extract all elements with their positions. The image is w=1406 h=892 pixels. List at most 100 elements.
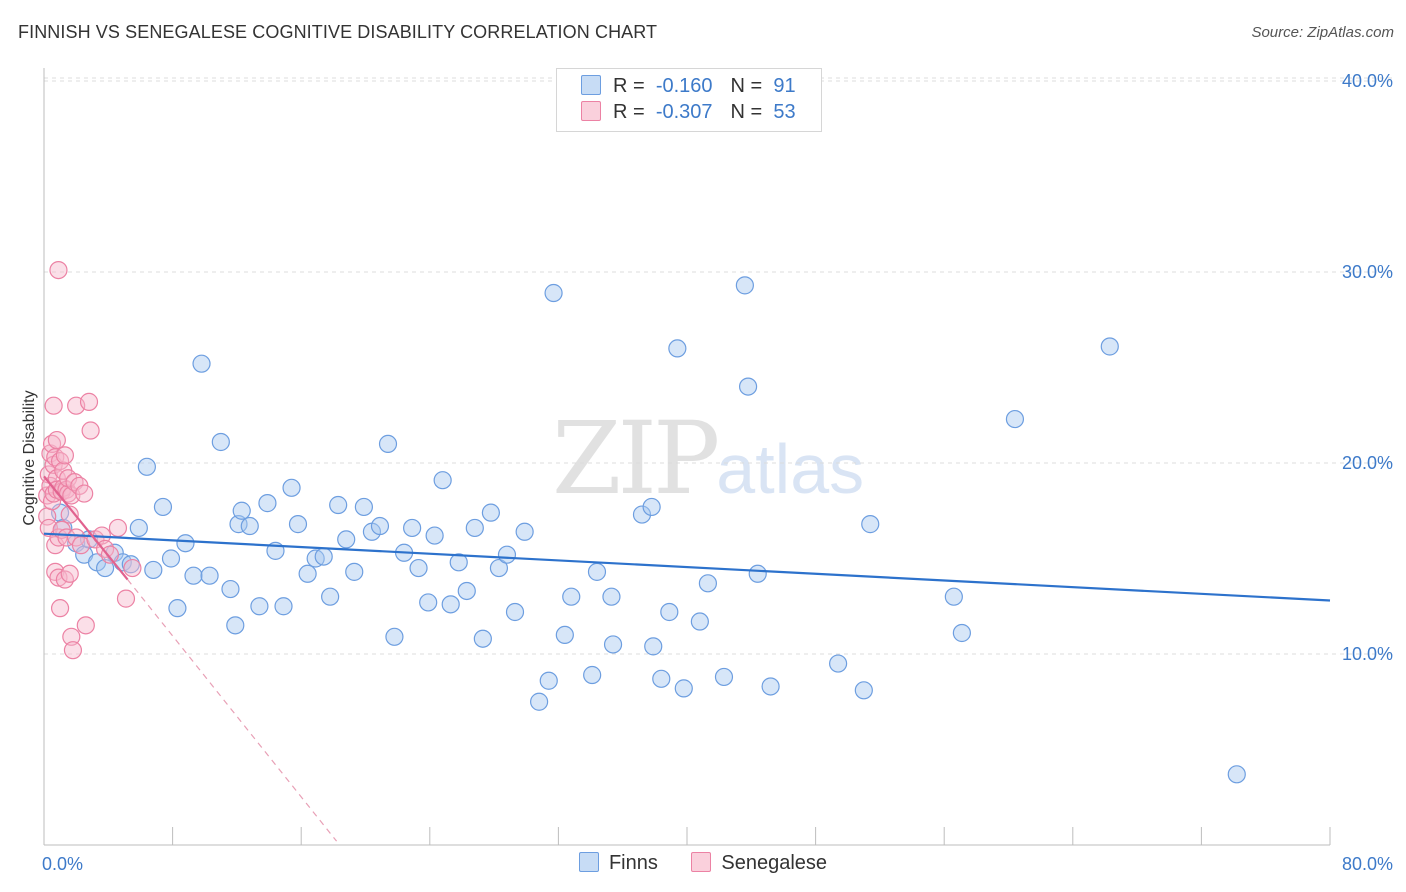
y-tick-label: 40.0% — [1342, 71, 1393, 91]
watermark-atlas: atlas — [716, 430, 865, 508]
finns-point — [250, 597, 269, 616]
finns-point — [481, 503, 500, 522]
trend-lines — [43, 475, 1331, 842]
legend-label-finns: Finns — [608, 852, 658, 874]
legend-r-label: R = — [613, 75, 645, 97]
finns-point — [583, 665, 602, 685]
legend-item-senegalese: Senegalese — [691, 852, 827, 875]
finns-point — [530, 692, 549, 711]
senegalese-point — [50, 451, 70, 471]
finns-point — [433, 471, 452, 490]
finns-point — [761, 677, 780, 696]
finns-point — [861, 515, 880, 534]
finns-point — [192, 354, 211, 373]
finns-point — [854, 681, 873, 700]
finns-point — [690, 612, 709, 631]
finns-point — [735, 276, 754, 295]
senegalese-point — [63, 641, 83, 660]
finns-point — [587, 562, 607, 581]
senegalese-point — [79, 392, 99, 411]
senegalese-point — [42, 492, 62, 511]
finns-point — [232, 501, 251, 520]
finns-point — [274, 597, 293, 616]
senegalese-point — [95, 539, 115, 559]
finns-point — [370, 516, 390, 536]
axes — [43, 68, 1331, 846]
legend-n-label: N = — [730, 75, 763, 97]
watermark-zip: ZIP — [552, 400, 720, 517]
legend-n-value: 53 — [773, 101, 796, 123]
finns-point — [952, 623, 971, 643]
legend-n-label: N = — [730, 101, 763, 123]
finns-point — [354, 497, 373, 517]
finns-point — [321, 587, 340, 606]
finns-point — [161, 549, 181, 568]
legend-item-finns: Finns — [578, 852, 658, 875]
finns-point — [258, 494, 277, 513]
finns-point — [337, 530, 356, 549]
finns-point — [642, 497, 661, 517]
finns-point — [200, 566, 219, 585]
y-tick-label: 30.0% — [1342, 262, 1393, 282]
finns-point — [288, 515, 308, 534]
finns-point — [944, 587, 963, 606]
finns-point — [137, 457, 156, 476]
senegalese-point — [60, 505, 79, 524]
senegalese-point — [47, 430, 66, 450]
senegalese-point — [49, 260, 68, 280]
finns-point — [489, 558, 509, 578]
senegalese-point — [38, 486, 57, 505]
senegalese-point — [55, 446, 74, 465]
finns-point — [441, 595, 460, 614]
senegalese-trend-line — [43, 475, 129, 581]
x-tick-label-min: 0.0% — [42, 854, 83, 874]
finns-points — [50, 276, 1246, 784]
finns-point — [674, 679, 693, 698]
y-tick-label: 10.0% — [1342, 644, 1393, 664]
senegalese-swatch — [581, 101, 601, 121]
senegalese-point — [81, 421, 100, 440]
senegalese-point — [57, 528, 76, 547]
finns-point — [555, 625, 574, 645]
finns-trend-line — [43, 532, 1331, 602]
legend-r-value: -0.307 — [655, 101, 713, 123]
senegalese-point — [46, 562, 65, 581]
senegalese-point — [100, 545, 120, 564]
source-label: Source: ZipAtlas.com — [1251, 24, 1394, 41]
finns-point — [403, 518, 422, 538]
finns-point — [1227, 765, 1246, 784]
finns-point — [211, 432, 230, 452]
finns-point — [1005, 409, 1025, 429]
finns-point — [644, 637, 663, 656]
y-axis-title: Cognitive Disability — [21, 390, 38, 525]
finns-point — [829, 654, 848, 673]
finns-point — [184, 566, 203, 585]
finns-point — [698, 574, 717, 593]
senegalese-point — [55, 570, 74, 589]
finns-point — [515, 522, 534, 541]
finns-point — [497, 545, 517, 564]
senegalese-point — [108, 518, 128, 538]
finns-point — [226, 616, 245, 635]
finns-point — [449, 553, 468, 572]
senegalese-point — [49, 568, 68, 587]
legend-row-finns: R = -0.160 N = 91 — [581, 75, 796, 101]
finns-point — [668, 339, 687, 358]
finns-point — [473, 629, 492, 648]
finns-point — [539, 671, 558, 690]
finns-swatch — [581, 75, 601, 95]
watermark: ZIPatlas — [552, 400, 864, 517]
finns-point — [282, 478, 301, 497]
finns-point — [409, 558, 428, 578]
finns-point — [329, 495, 348, 515]
x-tick-label-max: 80.0% — [1342, 854, 1393, 874]
senegalese-point — [75, 484, 94, 503]
correlation-legend: R = -0.160 N = 91 R = -0.307 N = 53 — [556, 68, 822, 132]
senegalese-point — [123, 558, 142, 578]
finns-point — [562, 587, 581, 606]
grid-lines — [44, 77, 1392, 655]
finns-point — [129, 518, 148, 538]
finns-point — [419, 593, 438, 612]
senegalese-point — [116, 589, 136, 608]
finns-point — [168, 599, 187, 618]
